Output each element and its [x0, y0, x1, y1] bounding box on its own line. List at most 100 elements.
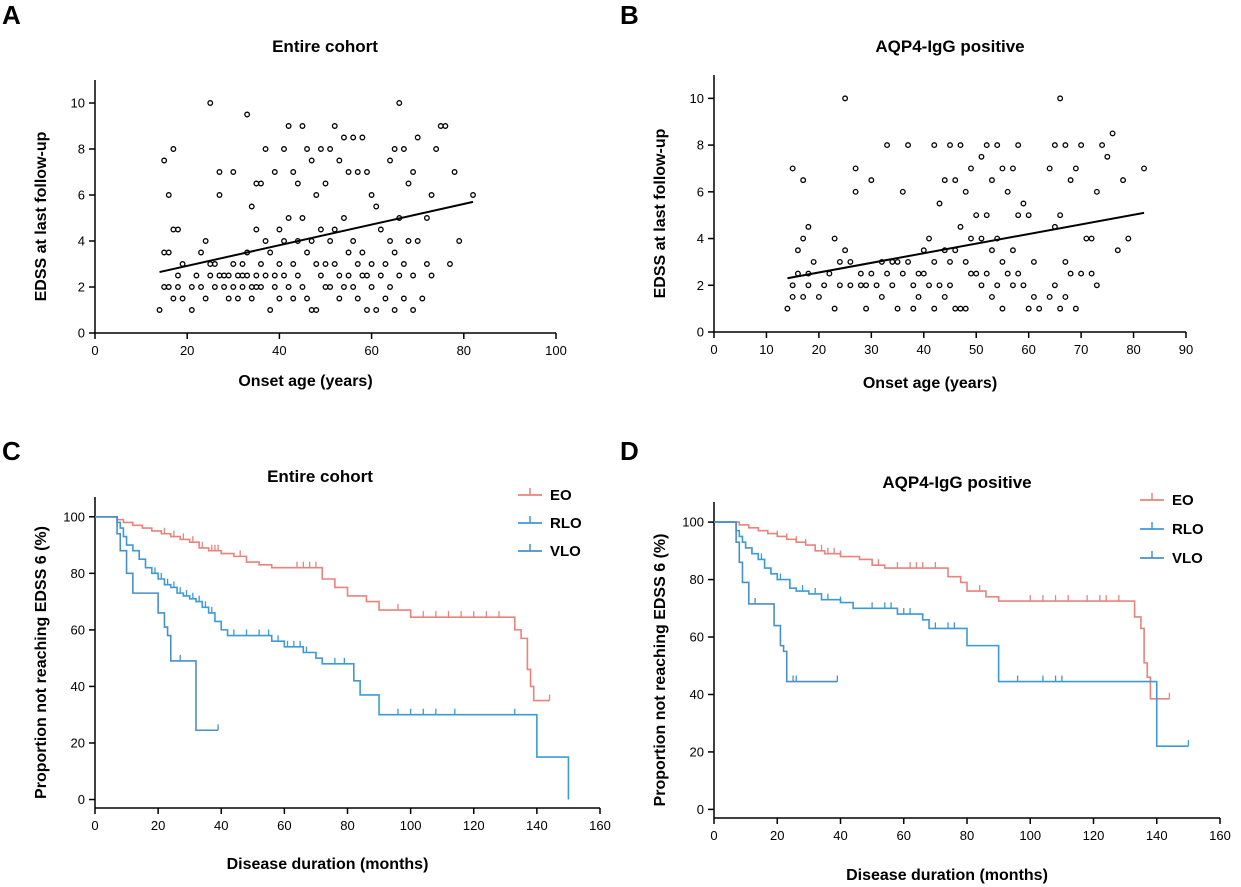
- scatter-point: [423, 215, 430, 221]
- x-tick-label: 10: [759, 342, 773, 357]
- scatter-point: [354, 261, 361, 267]
- scatter-point: [304, 146, 311, 152]
- scatter-point: [193, 272, 200, 279]
- scatter-point: [221, 284, 228, 290]
- scatter-point: [387, 284, 393, 290]
- scatter-point: [1009, 247, 1016, 254]
- scatter-point: [857, 282, 864, 289]
- x-tick-label: 90: [1179, 342, 1193, 357]
- x-tick-label: 80: [1126, 342, 1140, 357]
- y-tick-label: 4: [697, 231, 704, 246]
- x-tick-label: 140: [1146, 828, 1168, 843]
- scatter-point: [847, 258, 854, 265]
- scatter-point: [1104, 153, 1111, 160]
- scatter-point: [253, 284, 260, 290]
- scatter-point: [1020, 282, 1027, 289]
- scatter-point: [313, 261, 320, 267]
- scatter-point: [1020, 200, 1027, 207]
- scatter-point: [258, 284, 264, 290]
- scatter-point: [973, 270, 980, 277]
- scatter-point: [258, 261, 264, 267]
- scatter-point: [294, 272, 301, 279]
- scatter-point: [354, 295, 361, 302]
- scatter-point: [322, 261, 329, 267]
- y-tick-label: 0: [697, 802, 704, 817]
- scatter-point: [313, 307, 320, 313]
- scatter-point: [1004, 188, 1011, 195]
- scatter-point: [350, 134, 357, 141]
- scatter-point: [350, 238, 357, 244]
- scatter-point: [884, 142, 891, 149]
- scatter-point: [968, 165, 974, 172]
- scatter-point: [447, 261, 453, 267]
- scatter-point: [276, 226, 283, 233]
- scatter-point: [198, 249, 204, 256]
- scatter-point: [391, 146, 398, 152]
- scatter-point: [253, 272, 260, 279]
- y-tick-label: 0: [78, 792, 85, 807]
- scatter-point: [989, 177, 995, 184]
- scatter-point: [978, 153, 985, 160]
- scatter-point: [299, 215, 306, 221]
- scatter-point: [957, 305, 964, 312]
- x-tick-label: 40: [917, 342, 931, 357]
- scatter-point: [983, 212, 990, 219]
- scatter-point: [905, 142, 911, 149]
- scatter-point: [165, 192, 172, 198]
- scatter-point: [423, 261, 430, 267]
- scatter-point: [382, 295, 389, 302]
- scatter-point: [271, 169, 278, 175]
- scatter-point: [400, 146, 407, 152]
- chart-c-entire-cohort-survival: Entire cohort Disease duration (months) Pr…: [33, 467, 611, 873]
- x-tick-label: 100: [400, 818, 422, 833]
- scatter-point: [410, 272, 417, 279]
- x-tick-label: 0: [91, 818, 98, 833]
- scatter-point: [1057, 95, 1064, 102]
- scatter-point: [428, 272, 435, 279]
- scatter-point: [978, 282, 985, 289]
- scatter-point: [373, 307, 380, 313]
- scatter-point: [211, 261, 218, 267]
- y-tick-label: 40: [71, 679, 85, 694]
- survival-curve-rlo: [714, 521, 1189, 747]
- scatter-point: [1015, 212, 1022, 219]
- x-tick-label: 40: [214, 818, 228, 833]
- scatter-point: [221, 272, 228, 279]
- scatter-point: [983, 270, 990, 277]
- scatter-point: [281, 146, 287, 152]
- scatter-point: [377, 226, 384, 233]
- scatter-point: [1062, 258, 1069, 265]
- y-tick-label: 100: [63, 509, 85, 524]
- scatter-point: [978, 235, 985, 242]
- scatter-point: [994, 142, 1001, 149]
- y-tick-label: 8: [697, 138, 704, 153]
- scatter-point: [1015, 270, 1022, 277]
- scatter-point: [391, 249, 398, 256]
- scatter-point: [285, 215, 292, 221]
- scatter-point: [999, 258, 1006, 265]
- regression-line: [159, 200, 474, 274]
- scatter-point: [267, 307, 274, 313]
- chart-title: AQP4-IgG positive: [882, 473, 1031, 492]
- scatter-point: [340, 215, 347, 221]
- scatter-point: [299, 123, 306, 129]
- scatter-point: [847, 282, 854, 289]
- scatter-point: [188, 284, 195, 290]
- scatter-point: [299, 284, 306, 290]
- x-tick-label: 40: [272, 343, 286, 358]
- scatter-point: [428, 192, 435, 198]
- scatter-point: [789, 294, 796, 300]
- scatter-point: [863, 305, 870, 312]
- scatter-point: [262, 146, 269, 152]
- scatter-point: [857, 270, 864, 277]
- scatter-point: [973, 212, 980, 219]
- x-tick-label: 20: [812, 342, 826, 357]
- scatter-point: [1072, 165, 1079, 172]
- scatter-point: [179, 295, 186, 302]
- scatter-point: [894, 258, 901, 265]
- scatter-point: [175, 272, 181, 279]
- scatter-point: [239, 284, 246, 290]
- legend-label-eo: EO: [1172, 492, 1194, 509]
- scatter-point: [836, 282, 843, 289]
